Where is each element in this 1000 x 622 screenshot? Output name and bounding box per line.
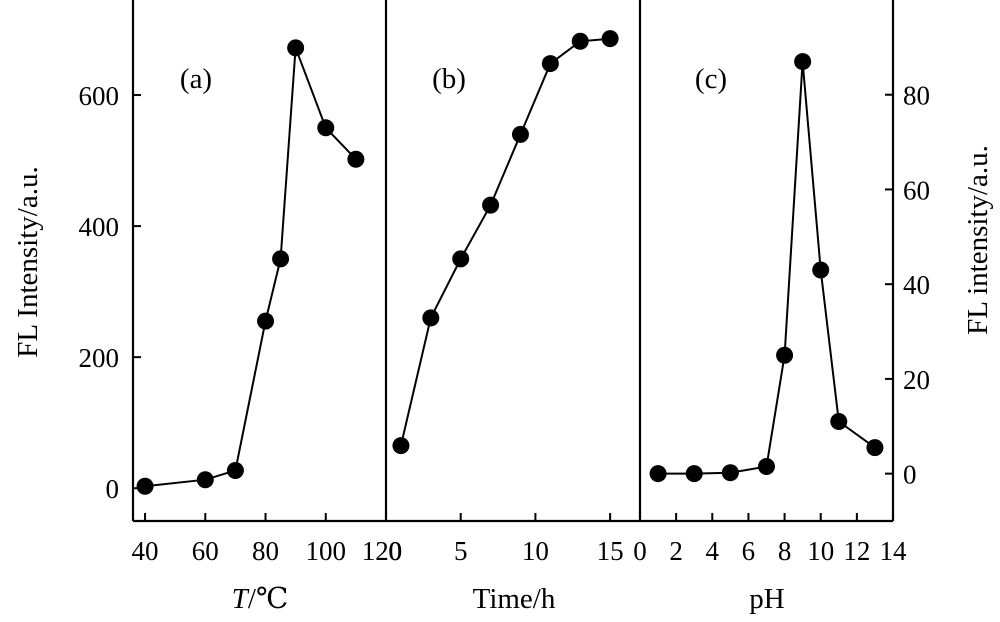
data-point-a-2 (226, 462, 244, 480)
data-point-a-4 (272, 250, 290, 268)
x-axis-title-c: pH (749, 583, 785, 615)
y-tick-label-right-2: 40 (903, 270, 930, 300)
data-point-b-1 (422, 309, 440, 327)
data-point-c-1 (685, 465, 703, 483)
x-axis-title-b: Time/h (473, 583, 556, 615)
data-point-c-0 (649, 465, 667, 483)
x-tick-label-c-7: 14 (880, 536, 908, 566)
data-point-a-6 (317, 119, 335, 137)
y-tick-label-right-3: 60 (903, 175, 930, 205)
data-point-c-5 (794, 53, 812, 71)
y-axis-title-left: FL Intensity/a.u. (12, 166, 44, 357)
x-tick-label-c-6: 12 (843, 536, 870, 566)
data-point-c-3 (758, 458, 775, 476)
data-point-b-3 (482, 196, 500, 214)
data-point-a-3 (257, 312, 275, 330)
data-point-a-7 (347, 150, 365, 168)
data-point-c-8 (866, 439, 884, 457)
y-tick-label-left-3: 600 (79, 81, 120, 111)
x-axis-title-a-var: T (232, 583, 250, 615)
data-point-a-0 (136, 477, 154, 495)
x-tick-label-a-2: 80 (252, 536, 279, 566)
data-point-b-7 (601, 30, 619, 48)
x-tick-label-a-1: 60 (192, 536, 219, 566)
data-point-b-2 (452, 250, 470, 268)
y-tick-label-left-0: 0 (106, 474, 120, 504)
data-point-c-6 (812, 261, 830, 279)
data-point-b-5 (541, 55, 559, 73)
data-point-c-2 (721, 464, 739, 482)
data-point-c-4 (776, 346, 794, 364)
y-tick-label-right-0: 0 (903, 460, 917, 490)
data-point-b-0 (392, 437, 410, 455)
data-point-a-1 (196, 471, 214, 489)
x-tick-label-b-0: 0 (388, 536, 402, 566)
x-tick-label-c-0: 0 (633, 536, 647, 566)
series-line-a (144, 47, 357, 488)
axes-layer (131, 0, 895, 523)
panel-label-a: (a) (180, 63, 212, 95)
panel-label-c: (c) (695, 63, 727, 95)
x-tick-label-a-0: 40 (132, 536, 159, 566)
ticks-layer (133, 93, 894, 521)
x-axis-title-a-unit: /℃ (248, 583, 289, 615)
data-point-b-6 (571, 32, 589, 50)
x-tick-label-a-3: 100 (306, 536, 347, 566)
x-tick-label-b-3: 15 (597, 536, 624, 566)
x-tick-label-b-1: 5 (454, 536, 468, 566)
series-line-b (399, 37, 611, 446)
x-tick-label-c-5: 10 (807, 536, 834, 566)
y-tick-label-left-2: 400 (79, 212, 120, 242)
x-tick-label-a-4: 120 (362, 536, 403, 566)
panel-label-b: (b) (432, 63, 466, 95)
data-point-a-5 (287, 39, 305, 57)
x-tick-label-c-3: 6 (742, 536, 756, 566)
y-tick-label-right-4: 80 (903, 81, 930, 111)
y-tick-label-right-1: 20 (903, 365, 930, 395)
x-tick-label-b-2: 10 (522, 536, 549, 566)
x-axis-title-a: T/℃ (232, 583, 289, 615)
x-tick-label-c-1: 2 (669, 536, 683, 566)
y-axis-title-right: FL intensity/a.u. (962, 145, 994, 335)
y-tick-label-left-1: 200 (79, 343, 120, 373)
text-layer: FL Intensity/a.u. FL intensity/a.u. T/℃ … (12, 63, 994, 615)
series-layer (136, 30, 884, 495)
x-tick-label-c-2: 4 (706, 536, 720, 566)
data-point-c-7 (830, 413, 848, 431)
x-tick-label-c-4: 8 (778, 536, 792, 566)
data-point-b-4 (511, 125, 529, 143)
series-line-c (658, 61, 876, 475)
